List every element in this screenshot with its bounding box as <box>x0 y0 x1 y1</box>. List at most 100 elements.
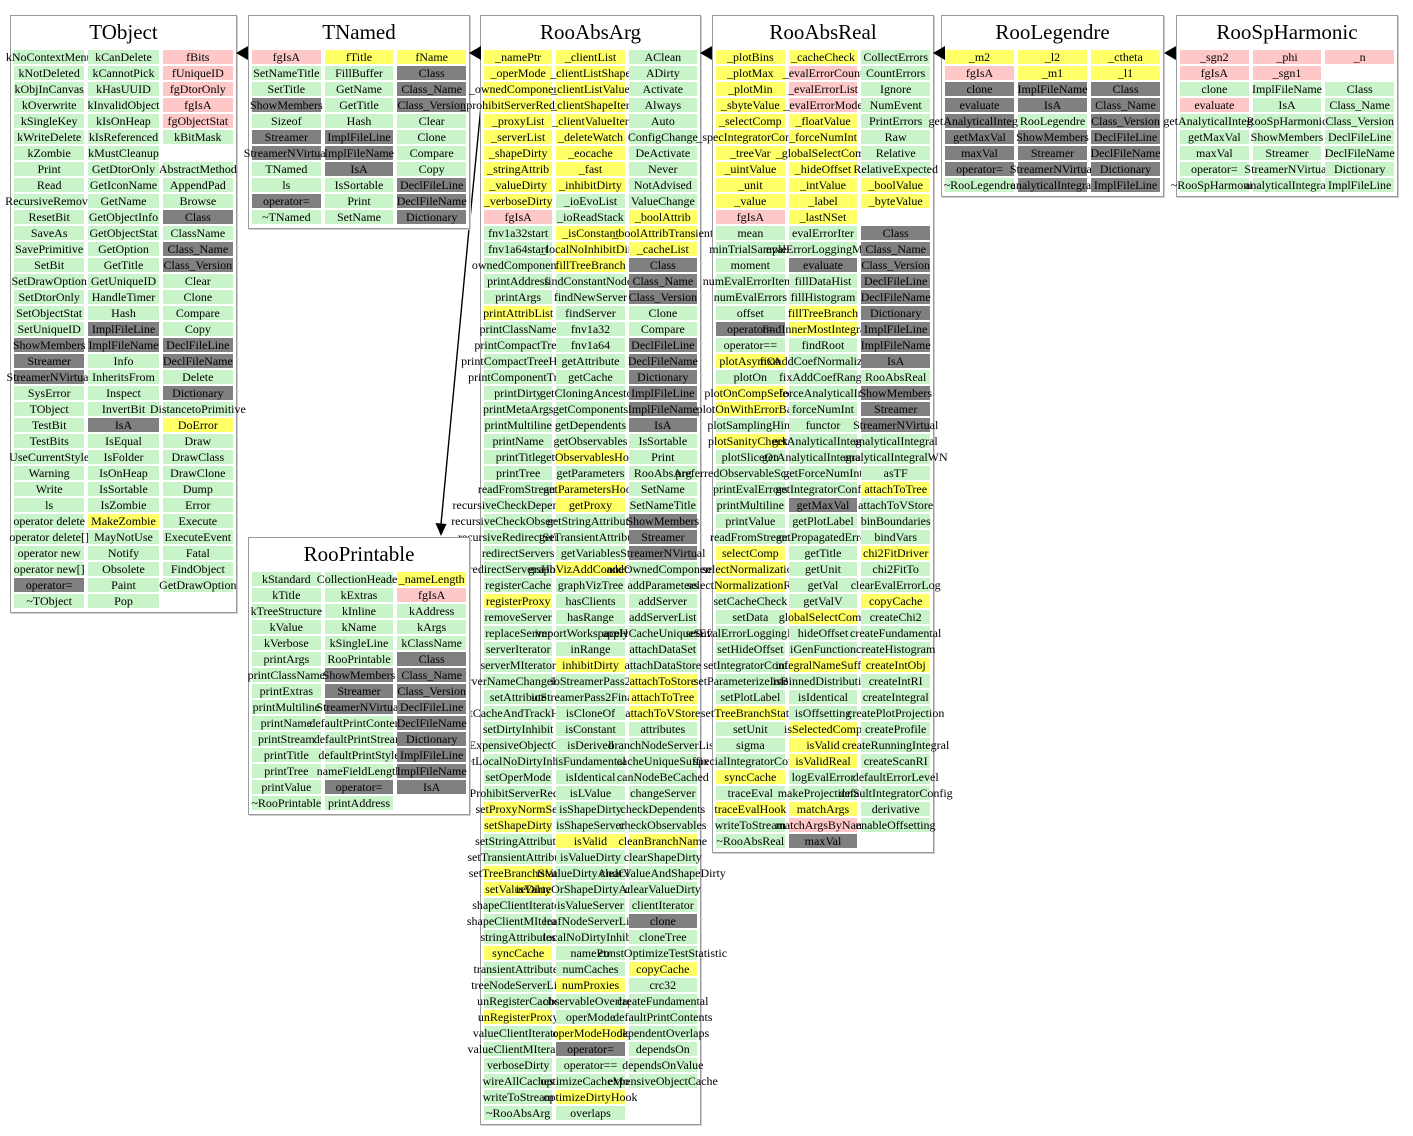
member-cell: numProxies <box>556 978 625 992</box>
member-label: Hash <box>346 114 372 128</box>
member-cell: Obsolete <box>88 562 159 576</box>
member-label: DeActivate <box>635 146 691 160</box>
member-row: _serverList _deleteWatch ConfigChange <box>482 129 699 145</box>
member-label: StreamerNVirtual <box>316 700 402 714</box>
member-cell: kExtras <box>324 588 394 602</box>
member-cell: operator delete <box>13 514 85 528</box>
member-cell: Dictionary <box>861 306 931 320</box>
member-cell: Streamer <box>628 530 697 544</box>
member-row: plotSamplingHint functor StreamerNVirtual <box>707 417 938 433</box>
member-label: Dictionary <box>406 732 458 746</box>
member-cell: fgIsA <box>397 588 467 602</box>
member-label: Browse <box>179 194 217 208</box>
member-row: setProhibitServerRedirect isLValue changeS… <box>456 785 699 801</box>
member-cell: createRunningIntegral <box>842 738 949 752</box>
member-cell: ImplFileName <box>397 764 467 778</box>
member-label: FindObject <box>170 562 225 576</box>
member-cell: mean <box>716 226 785 240</box>
member-row: printClassName fnv1a32 Compare <box>480 321 699 337</box>
member-cell: printCompactTreeHook <box>461 354 575 368</box>
member-label: defaultPrintStyle <box>318 748 400 762</box>
member-cell: iGenFunction <box>788 642 858 656</box>
member-label: defaultErrorLevel <box>852 770 939 784</box>
member-cell: setCacheCheck <box>713 594 787 608</box>
member-label: Streamer <box>264 130 308 144</box>
member-label: Class_Version <box>1325 114 1395 128</box>
member-label: setCacheAndTrackHints <box>459 706 577 720</box>
member-label: kTitle <box>272 588 301 602</box>
member-cell: verboseDirty <box>484 1058 553 1072</box>
member-row: setTransientAttribute isValueDirty clearSh… <box>467 849 702 865</box>
member-row: Sizeof Hash Clear <box>250 113 468 129</box>
member-label: operator= <box>956 162 1003 176</box>
member-cell: matchArgsByName <box>775 818 871 832</box>
member-label: traceEvalHook <box>714 802 787 816</box>
member-cell: getObservables <box>554 434 627 448</box>
member-label: DeclFileLine <box>1328 130 1392 144</box>
member-label: Print <box>37 162 61 176</box>
member-cell: GetDrawOption <box>159 578 236 592</box>
member-row: printName getObservables IsSortable <box>482 433 699 449</box>
member-cell: _plotMax <box>716 66 785 80</box>
member-cell: printClassName <box>480 322 557 336</box>
member-label: _boolAttrib <box>634 210 691 224</box>
member-label: attachToStore <box>629 674 697 688</box>
member-label: clearShapeDirty <box>623 850 702 864</box>
member-label: Class <box>418 66 445 80</box>
member-cell: ImplFileLine <box>397 748 467 762</box>
member-grid: kStandard CollectionHeader _nameLength kTit… <box>248 570 469 814</box>
member-row: TestBit IsA DoError <box>12 417 235 433</box>
member-row: _uintValue _hideOffset RelativeExpected <box>714 161 938 177</box>
member-cell: operator= <box>945 162 1014 176</box>
member-label: defaultPrintContents <box>613 1010 713 1024</box>
member-cell: operMode <box>556 1010 625 1024</box>
member-cell: getProxy <box>556 498 625 512</box>
member-cell: _clientValueIter <box>552 114 629 128</box>
member-row: printAttribList findServer Clone <box>482 305 699 321</box>
member-label: recursiveCheckObservables <box>451 514 586 528</box>
member-cell: _phi <box>1252 50 1322 64</box>
member-row: _selectComp _floatValue PrintErrors <box>714 113 932 129</box>
member-row: printAddress findConstantNodes Class_Name <box>482 273 699 289</box>
member-label: setExpensiveObjectCache <box>455 738 581 752</box>
member-row: unRegisterCache observableOverlaps createF… <box>477 993 708 1009</box>
member-cell: DrawClone <box>162 466 233 480</box>
member-label: Class_Version <box>628 290 698 304</box>
member-cell: Copy <box>162 322 233 336</box>
member-cell: analyticalIntegral <box>1011 178 1094 192</box>
member-label: operator= <box>1190 162 1238 176</box>
member-label: globalSelectComp <box>778 610 868 624</box>
member-cell: _boolValue <box>861 178 931 192</box>
member-cell: kValue <box>252 620 321 634</box>
member-label: plotSanityChecks <box>708 434 793 448</box>
member-cell: getTitle <box>788 546 858 560</box>
member-label: SetTitle <box>267 82 306 96</box>
member-label: Clone <box>183 290 213 304</box>
class-title: RooSpHarmonic <box>1216 19 1358 44</box>
member-label: ImplFileLine <box>1093 178 1158 192</box>
member-row: plotSliceOn getAnalyticalIntegralWN analyt… <box>714 449 948 465</box>
member-cell: _uintValue <box>716 162 785 176</box>
member-label: Compare <box>640 322 685 336</box>
member-cell: DeclFileLine <box>162 338 233 352</box>
member-cell: fgIsA <box>484 210 553 224</box>
member-label: getAnalyticalIntegralWN <box>762 450 884 464</box>
member-cell: DistancetoPrimitive <box>150 402 246 416</box>
member-cell: SetNameTitle <box>252 66 321 80</box>
member-label: integralNameSuffix <box>775 658 871 672</box>
member-cell: Class <box>162 210 233 224</box>
member-row: setLocalNoDirtyInhibit isFundamental cache… <box>462 753 709 769</box>
member-row: redirectServers getVariables StreamerNVirt… <box>482 545 705 561</box>
member-cell: setPlotLabel <box>716 690 785 704</box>
member-cell: setProhibitServerRedirect <box>456 786 580 800</box>
member-row: numEvalErrorItems fillDataHist DeclFileLin… <box>703 273 932 289</box>
member-cell: MakeZombie <box>88 514 159 528</box>
member-label: dependsOn <box>635 1042 690 1056</box>
member-label: kSingleKey <box>20 114 78 128</box>
member-label: fillDataHist <box>794 274 852 288</box>
member-cell: _l2 <box>1018 50 1087 64</box>
member-label: setTransientAttribute <box>467 850 569 864</box>
member-cell: getStringAttribute <box>547 514 634 528</box>
member-label: nameFieldLength <box>316 764 402 778</box>
member-cell: hasRange <box>556 610 625 624</box>
